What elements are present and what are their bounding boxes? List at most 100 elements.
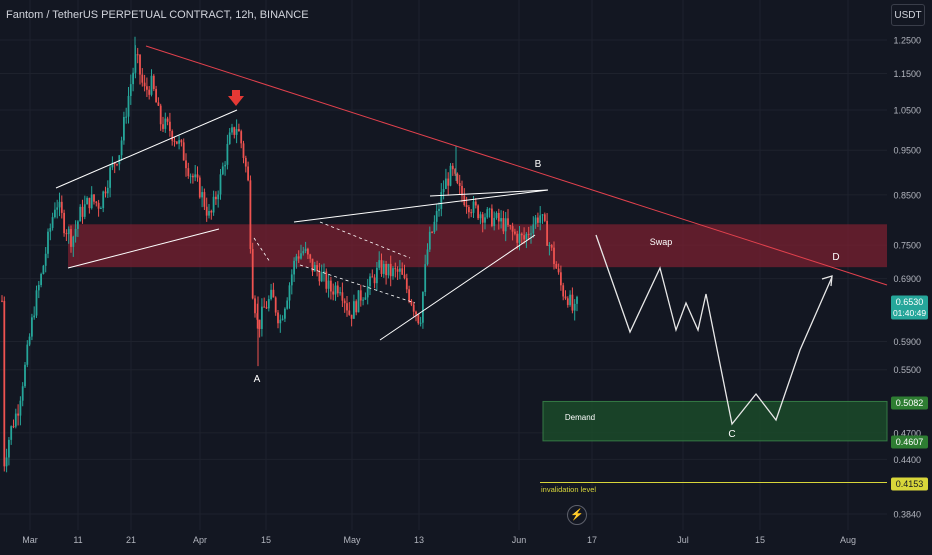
candle-body [433,221,436,232]
candle-body [472,201,475,213]
pattern-line [293,189,549,223]
currency-button[interactable]: USDT [891,4,925,26]
candle-body [132,72,134,85]
price-tick-label: 1.1500 [893,69,921,79]
candle-body [60,201,63,213]
candle-body [290,274,293,286]
resistance-zone [68,224,887,268]
price-tick-label: 0.5900 [893,337,921,347]
candle-body [198,177,201,198]
candle-body [235,129,238,135]
candle-body [385,263,387,276]
candle-body [445,178,447,190]
time-tick-label: Apr [193,535,207,545]
candle-body [311,258,314,272]
candle-body [175,141,178,144]
candle-body [555,263,558,269]
candle-body [56,207,59,210]
candle-body [72,236,75,247]
candle-body [263,306,266,308]
candle-body [19,400,22,416]
candle-body [106,187,109,194]
candle-body [539,215,542,223]
candle-body [422,291,424,323]
candle-body [67,229,70,235]
candle-body [233,127,236,135]
candle-body [313,265,316,272]
candle-body [316,265,318,271]
candle-body [408,289,410,301]
candle-body [157,102,160,106]
candle-body [139,54,141,75]
candle-body [24,364,26,387]
candle-body [102,191,105,209]
candle-body [109,167,111,188]
dashed-channel-line [253,237,271,263]
candle-body [426,249,429,265]
candle-body [523,235,525,240]
candle-body [320,272,323,282]
candle-body [166,118,169,122]
candle-body [35,290,38,316]
bolt-icon[interactable]: ⚡ [567,505,587,525]
annotation-label-a: A [254,374,261,385]
candle-body [424,264,427,292]
candle-body [79,206,82,222]
annotation-label-d: D [832,252,839,263]
candle-body [302,251,305,254]
red-arrow-icon [228,90,244,106]
candle-body [152,75,155,90]
candle-body [70,229,72,247]
price-tick-label: 0.4400 [893,455,921,465]
candle-body [428,231,431,250]
candle-body [265,307,268,309]
candle-body [49,227,52,232]
annotation-label-c: C [728,429,735,440]
candle-body [169,121,171,132]
candle-body [415,311,417,315]
candle-body [491,208,493,227]
time-tick-label: 15 [755,535,765,545]
candle-body [516,233,519,243]
candle-body [258,319,261,329]
candle-body [389,263,392,277]
candle-body [435,210,438,222]
candle-body [113,162,116,165]
candle-body [419,322,422,324]
candle-body [1,300,3,302]
candle-body [141,74,144,83]
candle-body [240,131,243,144]
candle-body [224,164,226,167]
time-tick-label: 15 [261,535,271,545]
candle-body [81,206,84,217]
price-badge-value: 0.4153 [896,479,924,489]
candle-body [507,218,509,226]
candle-body [194,174,197,178]
candle-body [231,127,233,133]
candle-body [14,413,17,427]
chart-title: Fantom / TetherUS PERPETUAL CONTRACT, 12… [6,9,309,21]
candle-body [323,271,325,273]
candle-body [339,292,341,294]
candle-body [576,296,578,304]
candle-body [318,270,321,282]
candle-body [267,299,270,309]
candle-body [286,300,289,309]
candle-body [293,260,295,275]
candle-body [461,185,463,196]
candle-body [359,290,362,301]
candle-body [470,212,473,214]
candle-body [350,314,353,319]
candle-body [364,297,367,300]
candle-body [279,319,282,324]
candle-body [270,289,272,300]
candle-body [412,304,415,312]
candle-body [366,286,369,298]
candle-body [304,248,307,252]
candle-body [502,218,505,232]
candle-body [180,140,183,143]
candle-body [173,140,176,142]
candle-body [63,212,65,234]
